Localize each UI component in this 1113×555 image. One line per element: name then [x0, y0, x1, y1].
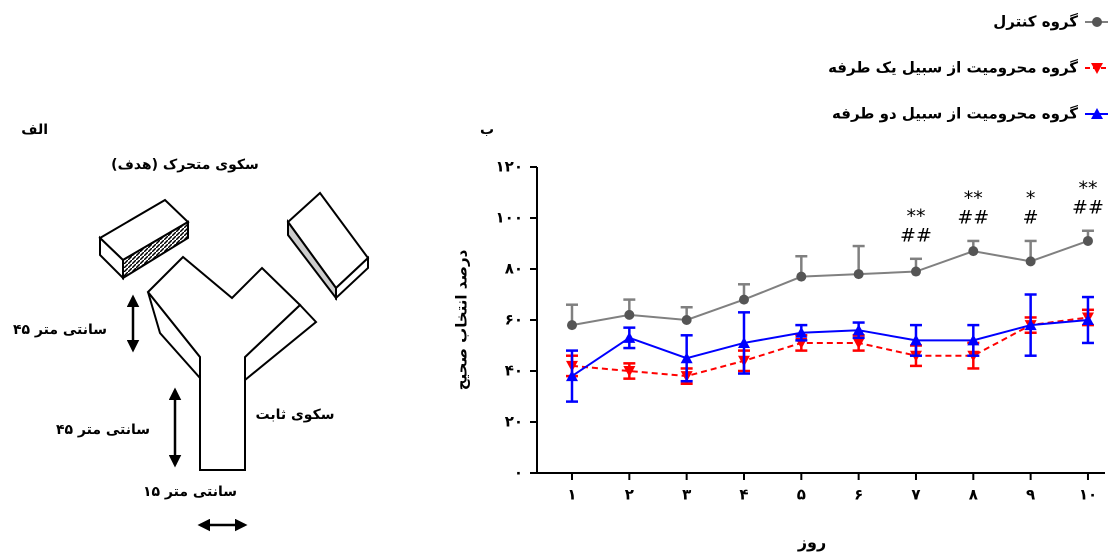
label: سکوی متحرک (هدف) — [111, 157, 259, 173]
x-tick-label: ۱۰ — [1079, 486, 1097, 504]
point — [853, 269, 864, 280]
series-line — [571, 319, 1089, 377]
point — [1091, 108, 1103, 119]
point — [681, 315, 692, 325]
annotation: ** — [906, 205, 925, 227]
point — [1082, 235, 1093, 246]
annotation: * — [1026, 187, 1036, 209]
point — [1024, 319, 1037, 331]
point — [852, 337, 865, 349]
point — [567, 320, 577, 331]
legend-label: گروه کنترل — [993, 13, 1078, 31]
point — [967, 334, 980, 346]
annotation: ## — [1072, 196, 1104, 218]
y-axis-label: درصد انتخاب صحیح — [453, 249, 471, 390]
y-tick-label: ۸۰ — [505, 260, 523, 278]
point — [566, 370, 578, 382]
label: ۱۵ سانتی متر — [143, 484, 237, 500]
label: ۴۵ سانتی متر — [56, 422, 150, 438]
point — [796, 271, 807, 282]
x-tick-label: ۵ — [797, 486, 806, 504]
x-tick-label: ۱ — [567, 486, 576, 504]
point — [1081, 314, 1094, 325]
annotation: ## — [900, 224, 932, 246]
y-tick-label: ۱۲۰ — [496, 158, 523, 176]
point — [737, 336, 750, 348]
point — [910, 266, 921, 277]
point — [623, 331, 636, 343]
point — [1092, 17, 1102, 27]
y-tick-label: ۰ — [514, 464, 523, 482]
maze-diagram: الف سکوی متحرک (هدف) ۴۵ سانتی متر ۴۵ سان… — [13, 122, 370, 532]
label: ۴۵ سانتی متر — [13, 322, 107, 338]
panel-label: ب — [480, 122, 494, 138]
x-tick-label: ۹ — [1026, 486, 1035, 504]
y-tick-label: ۱۰۰ — [496, 209, 523, 227]
box — [99, 235, 124, 281]
annotation: ** — [964, 187, 983, 209]
y-tick-label: ۲۰ — [505, 413, 523, 431]
annotation: ** — [1078, 177, 1097, 199]
maze — [146, 255, 302, 471]
point — [623, 366, 636, 377]
series-line — [571, 316, 1089, 378]
x-tick-label: ۴ — [739, 486, 748, 504]
legend-label: گروه محرومیت از سبیل یک طرفه — [828, 59, 1078, 77]
box — [335, 255, 369, 301]
point — [738, 294, 749, 305]
point — [968, 246, 979, 257]
point — [1025, 256, 1036, 267]
y-tick-label: ۶۰ — [505, 311, 523, 329]
point — [680, 352, 693, 364]
point — [852, 324, 865, 336]
y-tick-label: ۴۰ — [505, 362, 523, 380]
point — [909, 334, 922, 346]
annotation: ## — [957, 206, 989, 228]
point — [1091, 63, 1103, 74]
panel-label: الف — [21, 122, 48, 138]
series-line — [571, 240, 1089, 327]
x-axis-label: روز — [797, 533, 826, 552]
x-tick-label: ۳ — [682, 486, 691, 504]
point — [624, 309, 635, 320]
point — [795, 326, 808, 338]
legend-label: گروه محرومیت از سبیل دو طرفه — [832, 105, 1078, 123]
x-tick-label: ۸ — [969, 486, 978, 504]
x-tick-label: ۲ — [625, 486, 634, 504]
x-tick-label: ۷ — [911, 486, 920, 504]
annotation: # — [1023, 206, 1039, 228]
label: سکوی ثابت — [256, 407, 335, 423]
x-tick-label: ۶ — [854, 486, 863, 504]
